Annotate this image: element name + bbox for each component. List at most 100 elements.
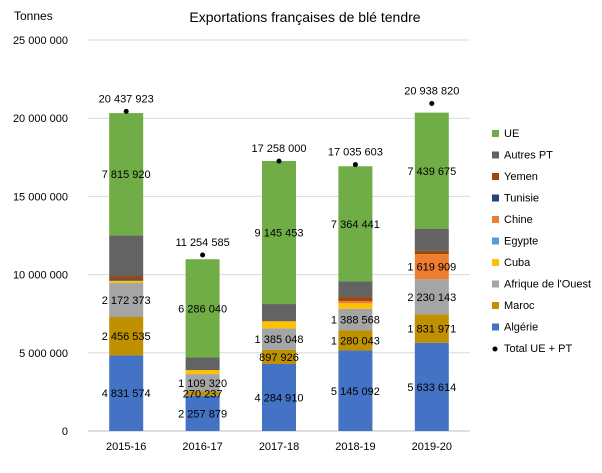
bar-segment bbox=[414, 228, 449, 251]
bar-segment bbox=[109, 235, 144, 277]
bar-segment bbox=[262, 161, 296, 305]
legend-label: Egypte bbox=[504, 236, 538, 248]
data-label: 270 237 bbox=[183, 389, 223, 401]
legend-label: Total UE + PT bbox=[504, 343, 572, 355]
data-label: 1 280 043 bbox=[331, 336, 380, 348]
data-label: 7 364 441 bbox=[331, 219, 380, 231]
legend-label: Maroc bbox=[504, 300, 535, 312]
legend-label: Tunisie bbox=[504, 193, 539, 205]
bar-segment bbox=[109, 279, 144, 281]
bar-segment bbox=[414, 250, 449, 255]
bar-segment bbox=[185, 357, 220, 371]
y-axis-label: Tonnes bbox=[14, 9, 53, 23]
total-label: 20 437 923 bbox=[99, 93, 154, 105]
data-label: 1 388 568 bbox=[331, 315, 380, 327]
data-label: 2 230 143 bbox=[407, 292, 456, 304]
total-label: 20 938 820 bbox=[404, 86, 459, 98]
bar-segment bbox=[338, 300, 373, 304]
legend-label: Algérie bbox=[504, 322, 538, 334]
data-labels: 4 831 574 2 456 535 2 172 373 7 815 920 2 25… bbox=[102, 166, 457, 421]
legend-swatch bbox=[492, 151, 499, 159]
bar-segment bbox=[338, 281, 373, 298]
legend-label: Afrique de l'Ouest bbox=[504, 279, 591, 291]
y-tick-label: 0 bbox=[62, 426, 68, 438]
data-label: 1 619 909 bbox=[407, 262, 456, 274]
bar-segment bbox=[109, 280, 144, 284]
bar-segment bbox=[185, 370, 220, 375]
total-point bbox=[352, 162, 358, 168]
legend-swatch bbox=[492, 237, 499, 245]
data-label: 2 456 535 bbox=[102, 331, 151, 343]
total-point bbox=[429, 101, 435, 107]
bar-segment bbox=[185, 259, 220, 358]
data-label: 1 831 971 bbox=[407, 324, 456, 336]
bar-segment bbox=[262, 304, 296, 322]
data-label: 897 926 bbox=[259, 352, 299, 364]
x-axis-ticks: 2015-16 2016-17 2017-18 2018-19 2019-20 bbox=[106, 441, 452, 453]
bar-segment bbox=[185, 391, 220, 396]
total-point bbox=[276, 158, 282, 164]
bar-segment bbox=[414, 254, 449, 280]
legend-swatch bbox=[492, 323, 499, 331]
total-point bbox=[123, 108, 129, 114]
y-tick-label: 15 000 000 bbox=[13, 191, 68, 203]
data-label: 7 439 675 bbox=[407, 166, 456, 178]
y-tick-label: 5 000 000 bbox=[19, 348, 68, 360]
legend: UE Autres PT Yemen Tunisie Chine Egypte Cuba Af… bbox=[492, 128, 591, 355]
bar-segment bbox=[338, 166, 373, 282]
bar-segment bbox=[338, 303, 373, 309]
data-label: 5 145 092 bbox=[331, 386, 380, 398]
data-label: 7 815 920 bbox=[102, 169, 151, 181]
x-tick-label: 2015-16 bbox=[106, 441, 146, 453]
data-label: 4 831 574 bbox=[102, 388, 151, 400]
bar-segment bbox=[262, 321, 296, 329]
bar-segment bbox=[414, 342, 449, 431]
legend-swatch bbox=[492, 280, 499, 288]
legend-swatch bbox=[492, 302, 499, 309]
bar-segment bbox=[109, 113, 144, 236]
legend-marker bbox=[492, 346, 498, 352]
bar-segment bbox=[109, 317, 144, 356]
y-tick-label: 25 000 000 bbox=[13, 35, 68, 47]
total-point bbox=[200, 252, 206, 258]
x-tick-label: 2019-20 bbox=[412, 441, 452, 453]
x-tick-label: 2016-17 bbox=[182, 441, 222, 453]
legend-label: UE bbox=[504, 128, 519, 140]
legend-label: Autres PT bbox=[504, 150, 553, 162]
legend-swatch bbox=[492, 216, 499, 223]
data-label: 2 257 879 bbox=[178, 408, 227, 420]
legend-label: Chine bbox=[504, 214, 533, 226]
legend-swatch bbox=[492, 259, 499, 266]
x-tick-label: 2017-18 bbox=[259, 441, 299, 453]
data-label: 9 145 453 bbox=[255, 228, 304, 240]
bar-segment bbox=[185, 395, 220, 431]
bar-segment bbox=[185, 374, 220, 392]
legend-swatch bbox=[492, 173, 499, 180]
data-label: 1 109 320 bbox=[178, 378, 227, 390]
bar-segment bbox=[262, 349, 296, 364]
data-label: 6 286 040 bbox=[178, 303, 227, 315]
y-tick-label: 20 000 000 bbox=[13, 113, 68, 125]
data-label: 1 385 048 bbox=[255, 334, 304, 346]
total-markers: 20 437 923 11 254 585 17 258 000 17 035 603… bbox=[99, 86, 459, 258]
bar-segment bbox=[109, 355, 144, 431]
data-label: 4 284 910 bbox=[255, 392, 304, 404]
bar-segment bbox=[414, 314, 449, 343]
legend-label: Yemen bbox=[504, 171, 538, 183]
bar-segment bbox=[338, 350, 373, 431]
legend-label: Cuba bbox=[504, 257, 531, 269]
legend-swatch bbox=[492, 194, 499, 202]
total-label: 17 258 000 bbox=[251, 143, 306, 155]
bar-segment bbox=[338, 330, 373, 351]
total-label: 11 254 585 bbox=[175, 237, 229, 249]
bar-segment bbox=[262, 363, 296, 431]
data-label: 2 172 373 bbox=[102, 295, 151, 307]
y-tick-label: 10 000 000 bbox=[13, 270, 68, 282]
chart-title: Exportations françaises de blé tendre bbox=[189, 9, 420, 25]
x-tick-label: 2018-19 bbox=[335, 441, 375, 453]
bar-segment bbox=[414, 112, 449, 229]
total-label: 17 035 603 bbox=[328, 147, 383, 159]
